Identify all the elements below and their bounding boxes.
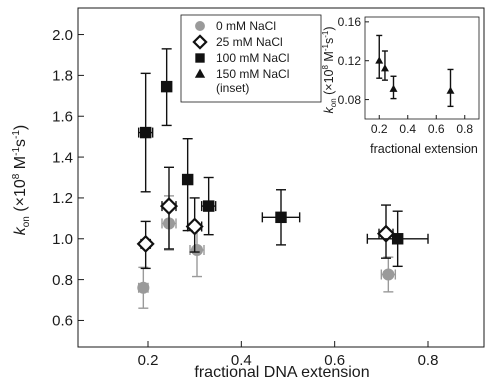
- x-tick-label: 0.8: [418, 352, 439, 369]
- main-y-axis: 0.6 0.8 1.0 1.2 1.4 1.6 1.8 2.0: [52, 27, 84, 330]
- data-point-diamond: [376, 224, 396, 243]
- x-tick-label: 0.8: [456, 122, 473, 136]
- data-point-square: [275, 211, 287, 224]
- y-tick-label: 2.0: [52, 27, 73, 44]
- legend-marker-circle: [195, 21, 205, 31]
- y-tick-label: 0.12: [338, 54, 362, 68]
- y-tick-label: 0.6: [52, 313, 73, 330]
- x-tick-label: 0.2: [138, 352, 159, 369]
- x-tick-label: 0.6: [428, 122, 445, 136]
- x-tick-label: 0.4: [399, 122, 416, 136]
- y-tick-label: 1.4: [52, 149, 73, 166]
- legend: 0 mM NaCl 25 mM NaCl 100 mM NaCl 150 mM NaC…: [180, 14, 322, 103]
- y-tick-label: 1.2: [52, 190, 73, 207]
- legend-marker-triangle: [194, 68, 206, 78]
- legend-label: 100 mM NaCl: [216, 51, 289, 65]
- y-tick-label: 0.16: [338, 15, 362, 29]
- legend-label: 0 mM NaCl: [216, 19, 276, 33]
- y-tick-label: 1.8: [52, 68, 73, 85]
- inset-plot-frame: [364, 16, 480, 120]
- series-25-mm-nacl: [136, 166, 396, 270]
- inset-y-axis: 0.08 0.12 0.16: [338, 15, 369, 107]
- inset-y-axis-label: kon (×108 M-1s-1): [321, 26, 338, 113]
- data-point-square: [139, 126, 152, 139]
- y-tick-label: 0.8: [52, 272, 73, 289]
- data-point-triangle: [380, 64, 389, 72]
- data-point-diamond: [159, 197, 179, 216]
- legend-item: 100 mM NaCl: [195, 51, 289, 65]
- inset-plot: 0.2 0.4 0.6 0.8 0.08 0.12 0.16 fractional ext…: [321, 15, 480, 156]
- x-tick-label: 0.2: [371, 122, 388, 136]
- main-plot-frame: [77, 7, 485, 348]
- data-point-circle: [382, 268, 395, 281]
- data-point-square: [391, 233, 404, 245]
- inset-x-axis-label: fractional extension: [370, 142, 478, 156]
- legend-sublabel: (inset): [216, 81, 249, 95]
- data-point-square: [181, 173, 194, 186]
- main-y-axis-label: kon (×108 M-1s-1): [11, 125, 32, 236]
- data-point-diamond: [136, 234, 155, 253]
- legend-item: 0 mM NaCl: [195, 19, 276, 33]
- series-100-mm-nacl: [137, 48, 429, 268]
- data-point-square: [160, 80, 173, 93]
- main-data-marks: [136, 48, 429, 309]
- legend-marker-diamond: [192, 34, 208, 50]
- legend-item: 25 mM NaCl: [192, 34, 283, 50]
- main-x-axis-label: fractional DNA extension: [194, 364, 369, 381]
- legend-item: 150 mM NaCl(inset): [194, 67, 289, 95]
- x-tick-label: 0.4: [231, 352, 252, 369]
- data-point-triangle: [389, 84, 398, 92]
- data-point-square: [202, 200, 215, 212]
- data-point-circle: [190, 243, 204, 257]
- inset-data-marks: [375, 34, 455, 108]
- series-150-mm-nacl: [375, 34, 455, 108]
- legend-label: 25 mM NaCl: [216, 35, 283, 49]
- data-point-circle: [137, 281, 150, 294]
- inset-x-axis: 0.2 0.4 0.6 0.8: [371, 115, 473, 136]
- legend-marker-square: [195, 53, 205, 63]
- legend-label: 150 mM NaCl: [216, 67, 289, 81]
- series-0-mm-nacl: [137, 195, 397, 309]
- x-tick-label: 0.6: [324, 352, 345, 369]
- data-point-triangle: [446, 86, 455, 94]
- main-x-axis: 0.2 0.4 0.6 0.8: [138, 341, 439, 369]
- y-tick-label: 1.6: [52, 108, 73, 125]
- y-tick-label: 1.0: [52, 231, 73, 248]
- data-point-triangle: [375, 56, 384, 64]
- y-tick-label: 0.08: [338, 93, 362, 107]
- data-point-diamond: [185, 217, 204, 236]
